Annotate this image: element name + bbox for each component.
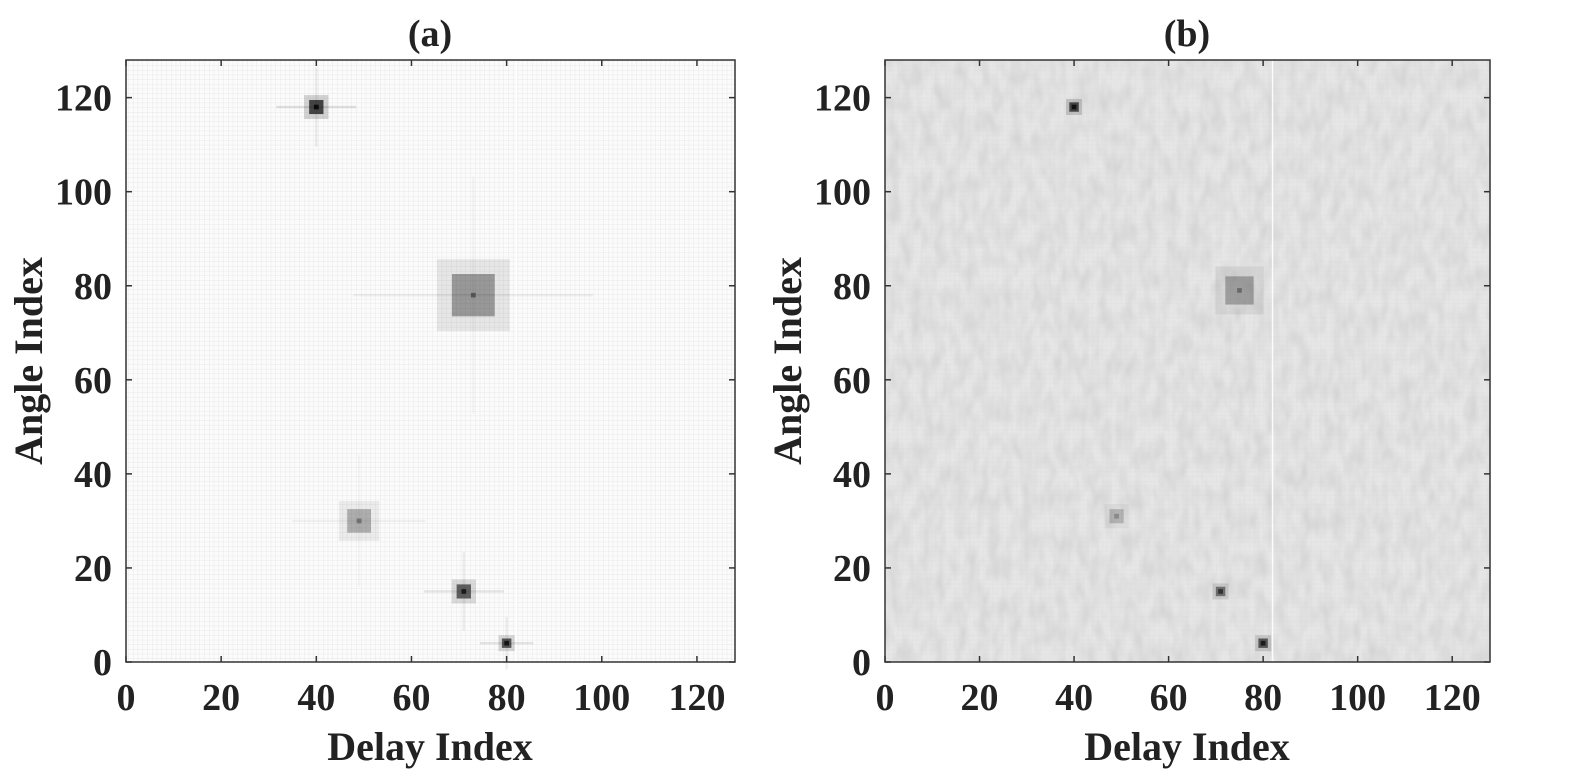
panel-b: (b) 0 20 40 60 80 100 120 0 20 40 60 80 100 120 Delay… [765,13,1491,769]
peak-core [1109,509,1124,524]
peak-3 [1104,504,1129,529]
y-tick-label: 0 [93,642,112,684]
y-tick-label: 40 [833,454,871,496]
x-axis-label: Delay Index [327,724,533,769]
peak-core [1225,276,1254,305]
peak-center [1237,288,1242,293]
peak-center [1071,104,1077,110]
peak-halo [1104,504,1129,529]
peak-halo [338,500,380,541]
x-tick-label: 40 [297,677,335,719]
heatmap-area [126,60,735,662]
peak-streak [353,293,594,297]
x-tick-label: 100 [1329,677,1386,719]
peak-center [1260,640,1266,646]
y-tick-label: 100 [55,172,112,214]
peak-center [313,104,319,110]
x-tick-label: 120 [1424,677,1481,719]
peak-halo [1215,266,1264,315]
peak-5 [479,616,534,670]
y-tick-label: 60 [74,360,112,402]
peak-1 [276,67,357,147]
x-tick-label: 20 [202,677,240,719]
x-tick-label: 20 [961,677,999,719]
x-tick-label: 80 [488,677,526,719]
axes-frame [125,59,736,663]
peaks [1066,99,1272,652]
peaks [276,67,594,670]
peak-1 [1066,99,1083,116]
x-tick-label: 0 [876,677,895,719]
peak-streak [292,519,426,523]
axes: 0 20 40 60 80 100 120 0 20 40 60 80 100 120 [55,59,736,719]
heatmap-area [885,60,1490,662]
pixel-grid [885,60,1490,662]
y-tick-label: 120 [55,78,112,120]
y-tick-label: 0 [852,642,871,684]
peak-core [347,509,372,533]
x-tick-label: 60 [392,677,430,719]
peak-5 [1255,635,1272,652]
y-axis-label: Angle Index [765,257,810,465]
peak-center [356,518,362,524]
y-tick-label: 80 [74,266,112,308]
x-tick-label: 120 [668,677,725,719]
peak-center [1218,589,1223,594]
peak-4 [423,551,504,631]
peak-halo [436,259,510,332]
peak-2 [1215,266,1264,315]
peak-center [470,292,476,298]
y-tick-label: 80 [833,266,871,308]
y-tick-label: 20 [833,548,871,590]
peak-3 [292,500,426,541]
peak-center [1114,513,1119,519]
pixel-grid [126,60,735,662]
y-tick-label: 120 [814,78,871,120]
y-tick-label: 40 [74,454,112,496]
y-axis-label: Angle Index [6,257,51,465]
x-tick-label: 60 [1150,677,1188,719]
peak-core [451,273,495,317]
peak-2 [353,259,594,332]
y-tick-label: 20 [74,548,112,590]
peak-center [504,640,510,646]
axes-frame [884,59,1491,663]
panel-title: (a) [408,13,452,55]
x-tick-label: 40 [1055,677,1093,719]
x-axis-label: Delay Index [1084,724,1290,769]
x-tick-label: 80 [1244,677,1282,719]
x-tick-label: 0 [117,677,136,719]
peak-4 [1212,583,1229,600]
panel-title: (b) [1164,13,1210,55]
peak-center [461,589,467,594]
y-tick-label: 100 [814,172,871,214]
axes: 0 20 40 60 80 100 120 0 20 40 60 80 100 120 [814,59,1491,719]
panel-a: (a) 0 20 40 60 80 100 120 0 20 40 60 80 100 120 Delay… [6,13,736,769]
x-tick-label: 100 [573,677,630,719]
y-tick-label: 60 [833,360,871,402]
